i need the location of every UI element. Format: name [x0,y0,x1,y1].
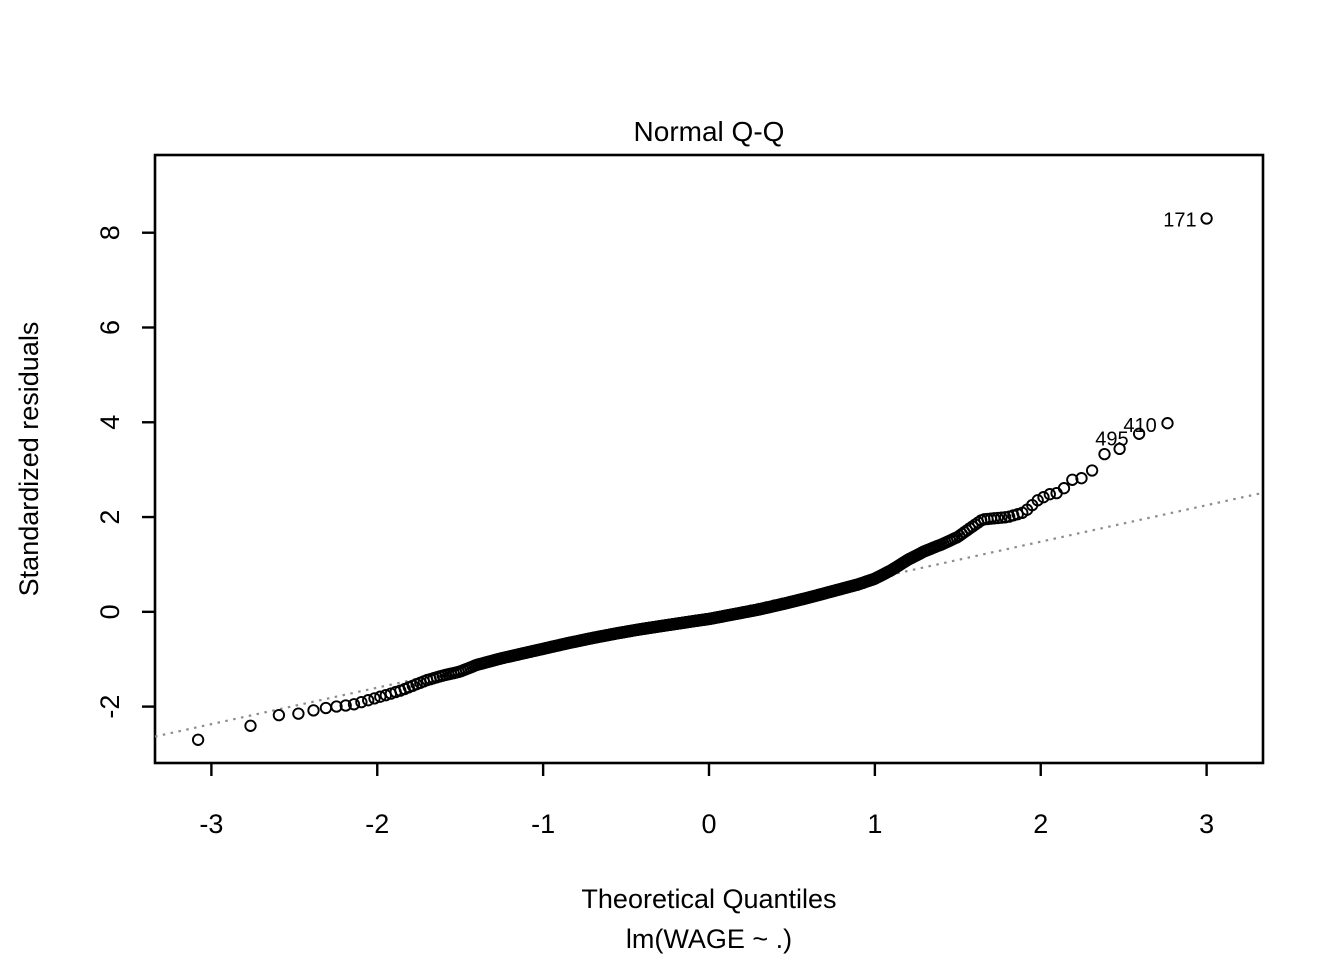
data-point [1075,472,1088,485]
data-point [1057,482,1071,495]
y-tick-label: 8 [95,225,125,240]
x-tick-label: 0 [701,809,716,839]
data-point [347,698,361,711]
outlier-label: 410 [1123,415,1156,437]
y-tick-label: 0 [95,604,125,619]
data-point [1043,488,1056,501]
y-tick-label: 4 [95,415,125,430]
data-point [995,511,1008,524]
data-point [355,695,368,709]
data-point [368,692,381,705]
x-tick-label: 2 [1033,809,1048,839]
data-point [319,701,333,715]
data-point [307,704,320,717]
data-point [1113,442,1126,456]
x-axis-subtitle: lm(WAGE ~ .) [626,924,792,954]
data-point [1200,212,1213,225]
data-point [1161,417,1174,430]
x-tick-label: -2 [365,809,389,839]
x-tick-label: -1 [531,809,555,839]
plot-border [153,153,1265,765]
y-tick-label: 6 [95,320,125,335]
data-point [362,694,375,707]
plot-frame [153,153,1265,765]
outlier-label: 495 [1095,429,1128,451]
axis-ticks: -3 -2 -1 0 1 2 3 -2 0 2 4 6 8 [95,225,1214,839]
data-point [1132,427,1146,440]
x-tick-label: -3 [199,809,223,839]
y-axis-title: Standardized residuals [14,322,44,597]
x-tick-label: 3 [1199,809,1214,839]
data-point [330,700,343,713]
qq-reference-line [154,491,1264,738]
x-axis-title: Theoretical Quantiles [581,884,836,914]
data-point [191,733,205,746]
data-point [244,719,257,732]
chart-title: Normal Q-Q [634,116,785,147]
data-point [292,707,305,720]
data-point [1050,486,1063,500]
reference-line [154,491,1264,738]
data-point [339,699,352,712]
data-points [191,212,1213,746]
y-tick-label: 2 [95,510,125,525]
data-point [1085,464,1099,477]
y-tick-label: -2 [95,695,125,719]
data-point [1037,491,1050,504]
data-point [272,708,286,722]
data-point [1031,494,1044,507]
outlier-label: 171 [1163,210,1196,232]
data-point [1098,447,1111,461]
x-tick-label: 1 [867,809,882,839]
data-point [374,690,387,703]
